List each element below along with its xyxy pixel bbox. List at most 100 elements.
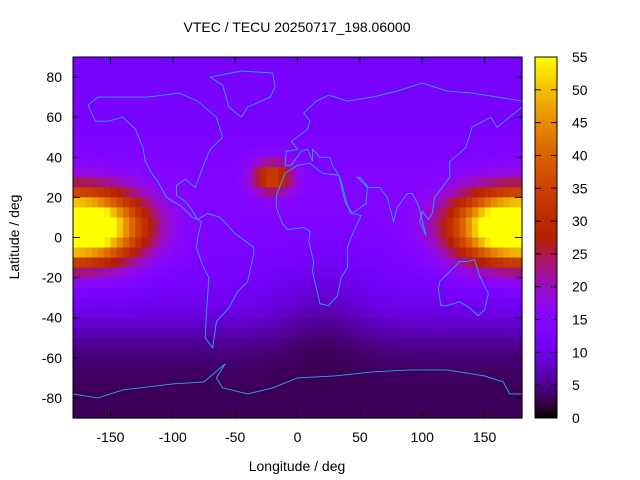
heat-cell bbox=[509, 337, 517, 349]
heat-cell bbox=[97, 147, 105, 158]
heat-cell bbox=[503, 187, 511, 198]
heat-cell bbox=[490, 247, 498, 259]
heat-cell bbox=[503, 267, 511, 279]
heat-cell bbox=[129, 107, 136, 118]
heat-cell bbox=[191, 187, 199, 198]
heat-cell bbox=[166, 387, 174, 399]
heat-cell bbox=[366, 157, 373, 168]
heat-cell bbox=[166, 357, 174, 369]
heat-cell bbox=[465, 137, 473, 148]
heat-cell bbox=[465, 167, 473, 178]
heat-cell bbox=[110, 287, 118, 299]
heat-cell bbox=[459, 177, 467, 188]
heat-cell bbox=[322, 257, 330, 269]
heat-cell bbox=[203, 177, 211, 188]
heat-cell bbox=[472, 297, 479, 309]
heat-cell bbox=[73, 107, 80, 118]
heat-cell bbox=[135, 367, 143, 379]
heat-cell bbox=[316, 77, 324, 88]
heat-cell bbox=[366, 267, 373, 279]
heat-cell bbox=[422, 327, 430, 339]
heat-cell bbox=[391, 357, 398, 369]
heat-cell bbox=[415, 197, 423, 209]
heat-cell bbox=[266, 57, 274, 68]
heat-cell bbox=[384, 147, 392, 158]
heat-cell bbox=[422, 187, 430, 198]
heat-cell bbox=[278, 237, 286, 249]
heat-cell bbox=[185, 117, 193, 128]
heat-cell bbox=[97, 347, 105, 359]
heat-cell bbox=[372, 397, 380, 409]
heat-cell bbox=[185, 407, 193, 419]
heat-cell bbox=[391, 327, 398, 339]
heat-cell bbox=[447, 107, 455, 118]
heat-cell bbox=[440, 297, 448, 309]
heat-cell bbox=[197, 117, 205, 128]
heat-cell bbox=[228, 257, 236, 269]
heat-cell bbox=[241, 297, 249, 309]
heat-cell bbox=[135, 287, 143, 299]
heat-cell bbox=[216, 237, 224, 249]
heat-cell bbox=[391, 87, 398, 98]
heat-cell bbox=[85, 287, 93, 299]
heat-cell bbox=[141, 277, 149, 289]
heat-cell bbox=[478, 77, 486, 88]
heat-cell bbox=[391, 107, 398, 118]
heat-cell bbox=[372, 257, 380, 269]
heat-cell bbox=[484, 267, 492, 279]
heat-cell bbox=[116, 117, 124, 128]
heat-cell bbox=[129, 87, 136, 98]
heat-cell bbox=[197, 347, 205, 359]
heat-cell bbox=[397, 187, 405, 198]
heat-cell bbox=[253, 137, 261, 148]
heat-cell bbox=[97, 217, 105, 229]
heat-cell bbox=[179, 127, 186, 138]
heat-cell bbox=[91, 317, 99, 329]
heat-cell bbox=[378, 157, 386, 168]
heat-cell bbox=[110, 87, 118, 98]
heat-cell bbox=[260, 97, 267, 108]
heat-cell bbox=[347, 77, 355, 88]
heat-cell bbox=[403, 117, 411, 128]
heat-cell bbox=[503, 147, 511, 158]
heat-cell bbox=[253, 347, 261, 359]
heat-cell bbox=[490, 177, 498, 188]
heat-cell bbox=[154, 127, 161, 138]
heat-cell bbox=[241, 207, 249, 219]
heat-cell bbox=[228, 97, 236, 108]
heat-cell bbox=[515, 167, 523, 178]
heat-cell bbox=[328, 307, 336, 319]
heat-cell bbox=[154, 147, 161, 158]
heat-cell bbox=[247, 77, 255, 88]
heat-cell bbox=[409, 237, 417, 249]
heat-cell bbox=[247, 157, 255, 168]
heat-cell bbox=[440, 377, 448, 389]
heat-cell bbox=[272, 217, 280, 229]
heat-cell bbox=[465, 297, 473, 309]
heat-cell bbox=[384, 227, 392, 239]
heat-cell bbox=[372, 237, 380, 249]
heat-cell bbox=[428, 237, 436, 249]
heat-cell bbox=[341, 167, 348, 178]
heat-cell bbox=[422, 217, 430, 229]
heat-cell bbox=[459, 167, 467, 178]
heat-cell bbox=[353, 137, 361, 148]
heat-cell bbox=[391, 267, 398, 279]
heat-cell bbox=[459, 387, 467, 399]
heat-cell bbox=[166, 77, 174, 88]
heat-cell bbox=[191, 227, 199, 239]
heat-cell bbox=[247, 97, 255, 108]
heat-cell bbox=[391, 77, 398, 88]
heat-cell bbox=[122, 57, 130, 68]
x-tick-label: -50 bbox=[225, 429, 245, 445]
heat-cell bbox=[122, 277, 130, 289]
heat-cell bbox=[372, 57, 380, 68]
heat-cell bbox=[116, 387, 124, 399]
heat-cell bbox=[297, 387, 305, 399]
heat-cell bbox=[135, 177, 143, 188]
heat-cell bbox=[490, 77, 498, 88]
heat-cell bbox=[97, 287, 105, 299]
heat-cell bbox=[434, 77, 442, 88]
heat-cell bbox=[515, 97, 523, 108]
heat-cell bbox=[453, 207, 461, 219]
